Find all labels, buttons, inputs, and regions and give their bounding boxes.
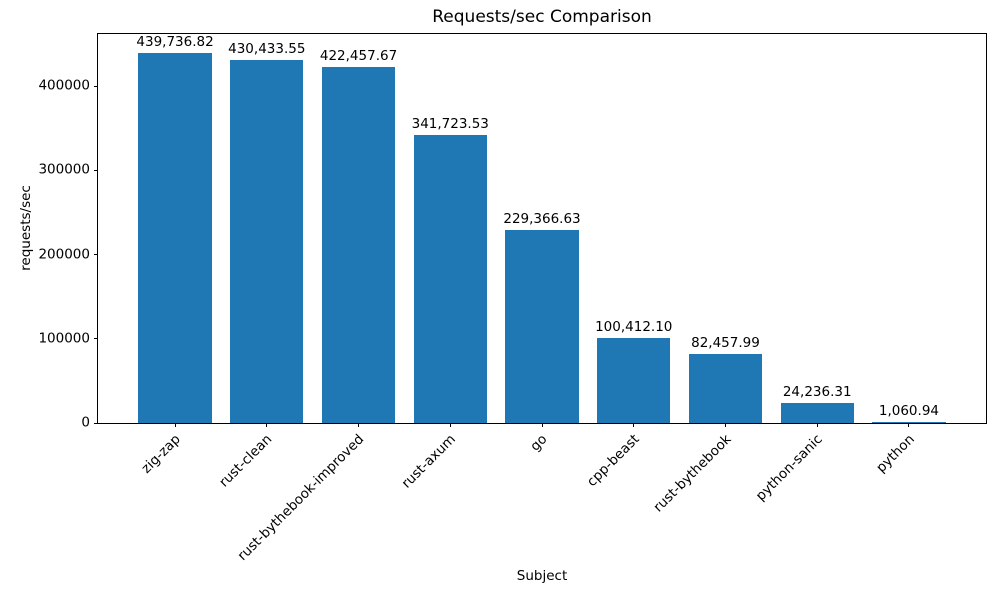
x-tick <box>908 423 910 427</box>
bar <box>780 402 854 423</box>
plot-area: 439,736.82 zig-zap 430,433.55 rust-clean 422… <box>38 33 987 564</box>
y-tick-label: 400000 <box>38 77 90 94</box>
y-tick-label: 100000 <box>38 330 90 347</box>
y-tick-label: 0 <box>81 414 90 431</box>
x-tick <box>358 423 360 427</box>
x-tick-label: rust-axum <box>398 431 459 492</box>
bar <box>230 60 304 423</box>
x-tick-label: go <box>527 431 551 455</box>
bar-value-label: 229,366.63 <box>503 210 581 227</box>
chart-title: Requests/sec Comparison <box>432 7 652 27</box>
y-tick <box>94 422 98 424</box>
y-tick <box>94 85 98 87</box>
x-tick-label: python-sanic <box>752 431 826 505</box>
x-tick <box>174 423 176 427</box>
x-tick <box>724 423 726 427</box>
y-tick <box>94 338 98 340</box>
bar-value-label: 341,723.53 <box>411 116 489 133</box>
bar <box>413 135 487 423</box>
x-tick-label: rust-clean <box>216 431 276 491</box>
x-tick-label: cpp-beast <box>583 431 643 490</box>
bar <box>321 67 396 423</box>
x-tick-label: python <box>872 431 918 477</box>
x-tick <box>266 423 268 427</box>
y-tick-label: 200000 <box>38 246 90 262</box>
bar-value-label: 422,457.67 <box>319 48 398 65</box>
x-tick <box>449 423 451 427</box>
y-tick <box>94 254 98 255</box>
bar-value-label: 82,457.99 <box>691 334 760 351</box>
y-tick-label: 300000 <box>38 161 90 178</box>
bar-value-label: 430,433.55 <box>228 41 306 58</box>
x-tick <box>541 423 543 427</box>
bar <box>872 422 946 423</box>
x-tick <box>633 423 635 427</box>
x-axis-label: Subject <box>516 568 568 584</box>
x-tick-label: zig-zap <box>138 431 184 477</box>
bar-value-label: 1,060.94 <box>878 403 939 420</box>
bar <box>597 338 671 423</box>
y-tick <box>94 169 98 171</box>
x-tick-label: rust-bythebook <box>649 431 735 516</box>
bar <box>138 52 212 423</box>
bar <box>505 229 579 423</box>
bar-value-label: 439,736.82 <box>136 33 214 50</box>
bar <box>688 353 763 423</box>
x-tick <box>816 423 818 427</box>
bar-value-label: 100,412.10 <box>595 319 673 336</box>
y-axis-label: requests/sec <box>18 185 34 271</box>
bar-value-label: 24,236.31 <box>782 383 852 400</box>
